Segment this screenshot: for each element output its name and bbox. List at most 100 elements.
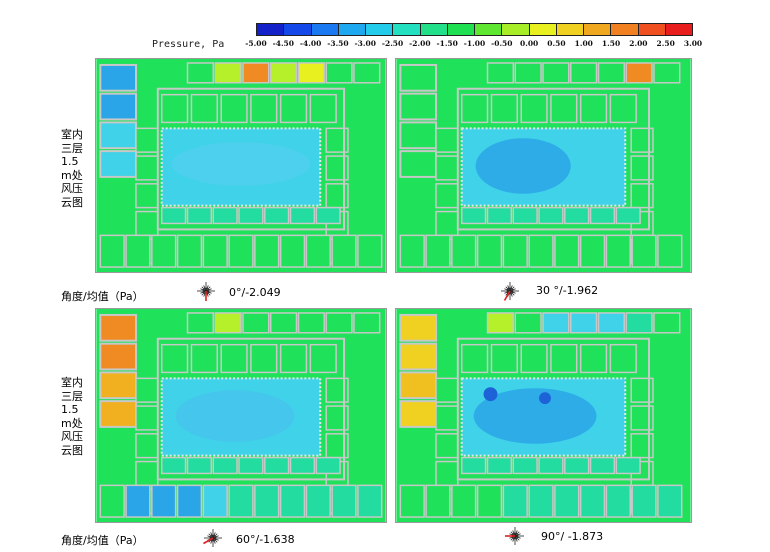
side-label-line: 三层 bbox=[61, 389, 83, 403]
room-cell bbox=[630, 377, 654, 403]
row-label-top: 角度/均值（Pa） bbox=[61, 290, 144, 303]
room-cell bbox=[514, 312, 542, 334]
room-cell bbox=[135, 460, 159, 487]
room-cell bbox=[653, 312, 681, 334]
wind-rose-icon bbox=[203, 529, 222, 547]
room-cell bbox=[125, 234, 151, 268]
legend-swatch bbox=[475, 24, 503, 35]
room-cell bbox=[325, 155, 349, 181]
room-cell bbox=[579, 484, 606, 518]
room-cell bbox=[630, 405, 654, 431]
room-cell bbox=[135, 127, 159, 153]
room-cell bbox=[625, 312, 653, 334]
room-cell bbox=[399, 121, 437, 150]
side-label-bottom: 室内 三层 1.5 m处 风压 云图 bbox=[61, 376, 91, 457]
room-cell bbox=[630, 127, 654, 153]
room-cell bbox=[186, 206, 213, 225]
room-cell bbox=[242, 62, 270, 84]
room-cell bbox=[135, 183, 159, 209]
legend-ticks: -5.00 -4.50 -4.00 -3.50 -3.00 -2.50 -2.00 -1.50… bbox=[240, 39, 710, 51]
room-cell bbox=[528, 484, 554, 518]
room-cell bbox=[564, 206, 590, 225]
room-cell bbox=[512, 456, 538, 475]
legend-tick-label: -0.50 bbox=[491, 39, 513, 48]
room-cell bbox=[625, 62, 653, 84]
room-cell bbox=[99, 484, 125, 518]
room-cell bbox=[214, 312, 242, 334]
room-cell bbox=[514, 62, 542, 84]
legend-swatch bbox=[257, 24, 285, 35]
legend-tick-label: 2.00 bbox=[629, 39, 648, 48]
room-cell bbox=[579, 234, 606, 268]
caption-30deg: 30 °/-1.962 bbox=[536, 284, 599, 297]
room-cell bbox=[151, 484, 177, 518]
legend-tick-label: -2.50 bbox=[381, 39, 404, 48]
legend-tick-label: 1.00 bbox=[574, 39, 593, 48]
legend-tick-label: -1.00 bbox=[463, 39, 486, 48]
room-cell bbox=[353, 312, 381, 334]
side-label-line: 风压 bbox=[61, 182, 83, 195]
low-pressure-core bbox=[483, 387, 498, 402]
caption-0deg: 0°/-2.049 bbox=[229, 286, 281, 299]
legend-tick-label: -3.00 bbox=[354, 39, 376, 48]
contour-panel-60deg bbox=[95, 308, 387, 523]
legend-tick-label: 2.50 bbox=[656, 39, 675, 48]
corridor-wall bbox=[456, 87, 650, 231]
room-cell bbox=[399, 313, 437, 342]
corridor-wall bbox=[456, 337, 650, 481]
room-cell bbox=[399, 63, 437, 92]
room-cell bbox=[615, 206, 641, 225]
room-cell bbox=[435, 127, 459, 153]
room-cell bbox=[305, 484, 331, 518]
room-cell bbox=[325, 405, 349, 431]
room-cell bbox=[550, 343, 578, 374]
room-cell bbox=[315, 456, 341, 475]
legend-swatch bbox=[284, 24, 312, 35]
room-cell bbox=[305, 234, 331, 268]
room-cell bbox=[279, 234, 306, 268]
corridor-wall bbox=[156, 87, 346, 231]
room-cell bbox=[435, 433, 459, 459]
room-cell bbox=[486, 206, 513, 225]
side-label-line: 1.5 bbox=[61, 155, 79, 168]
room-cell bbox=[609, 93, 637, 124]
side-label-line: m处 bbox=[61, 168, 83, 182]
room-cell bbox=[242, 312, 270, 334]
room-cell bbox=[486, 62, 515, 84]
room-cell bbox=[325, 312, 353, 334]
room-cell bbox=[589, 206, 616, 225]
room-cell bbox=[135, 377, 159, 403]
room-cell bbox=[579, 93, 608, 124]
low-pressure-core bbox=[539, 392, 551, 405]
room-cell bbox=[228, 234, 254, 268]
side-label-line: 云图 bbox=[61, 195, 83, 209]
room-cell bbox=[538, 206, 564, 225]
room-cell bbox=[250, 93, 278, 124]
room-cell bbox=[135, 155, 159, 181]
room-cell bbox=[190, 343, 218, 374]
legend-tick-label: -2.00 bbox=[409, 39, 431, 48]
room-cell bbox=[125, 484, 151, 518]
room-cell bbox=[461, 456, 487, 475]
room-cell bbox=[461, 93, 489, 124]
room-cell bbox=[435, 377, 459, 403]
room-cell bbox=[325, 127, 349, 153]
room-cell bbox=[331, 234, 357, 268]
row-label-bottom: 角度/均值（Pa） bbox=[61, 534, 144, 547]
low-pressure-zone bbox=[175, 390, 295, 442]
caption-60deg: 60°/-1.638 bbox=[236, 533, 295, 546]
room-cell bbox=[564, 456, 590, 475]
room-cell bbox=[425, 484, 451, 518]
room-cell bbox=[99, 234, 125, 268]
legend-tick-label: -5.00 bbox=[245, 39, 267, 48]
side-label-top: 室内 三层 1.5 m处 风压 云图 bbox=[61, 128, 91, 209]
side-label-line: 1.5 bbox=[61, 403, 79, 416]
room-cell bbox=[161, 206, 187, 225]
room-cell bbox=[490, 343, 518, 374]
room-cell bbox=[609, 343, 637, 374]
room-cell bbox=[135, 433, 159, 459]
room-cell bbox=[151, 234, 177, 268]
room-cell bbox=[190, 93, 218, 124]
room-cell bbox=[161, 343, 189, 374]
room-cell bbox=[357, 234, 383, 268]
